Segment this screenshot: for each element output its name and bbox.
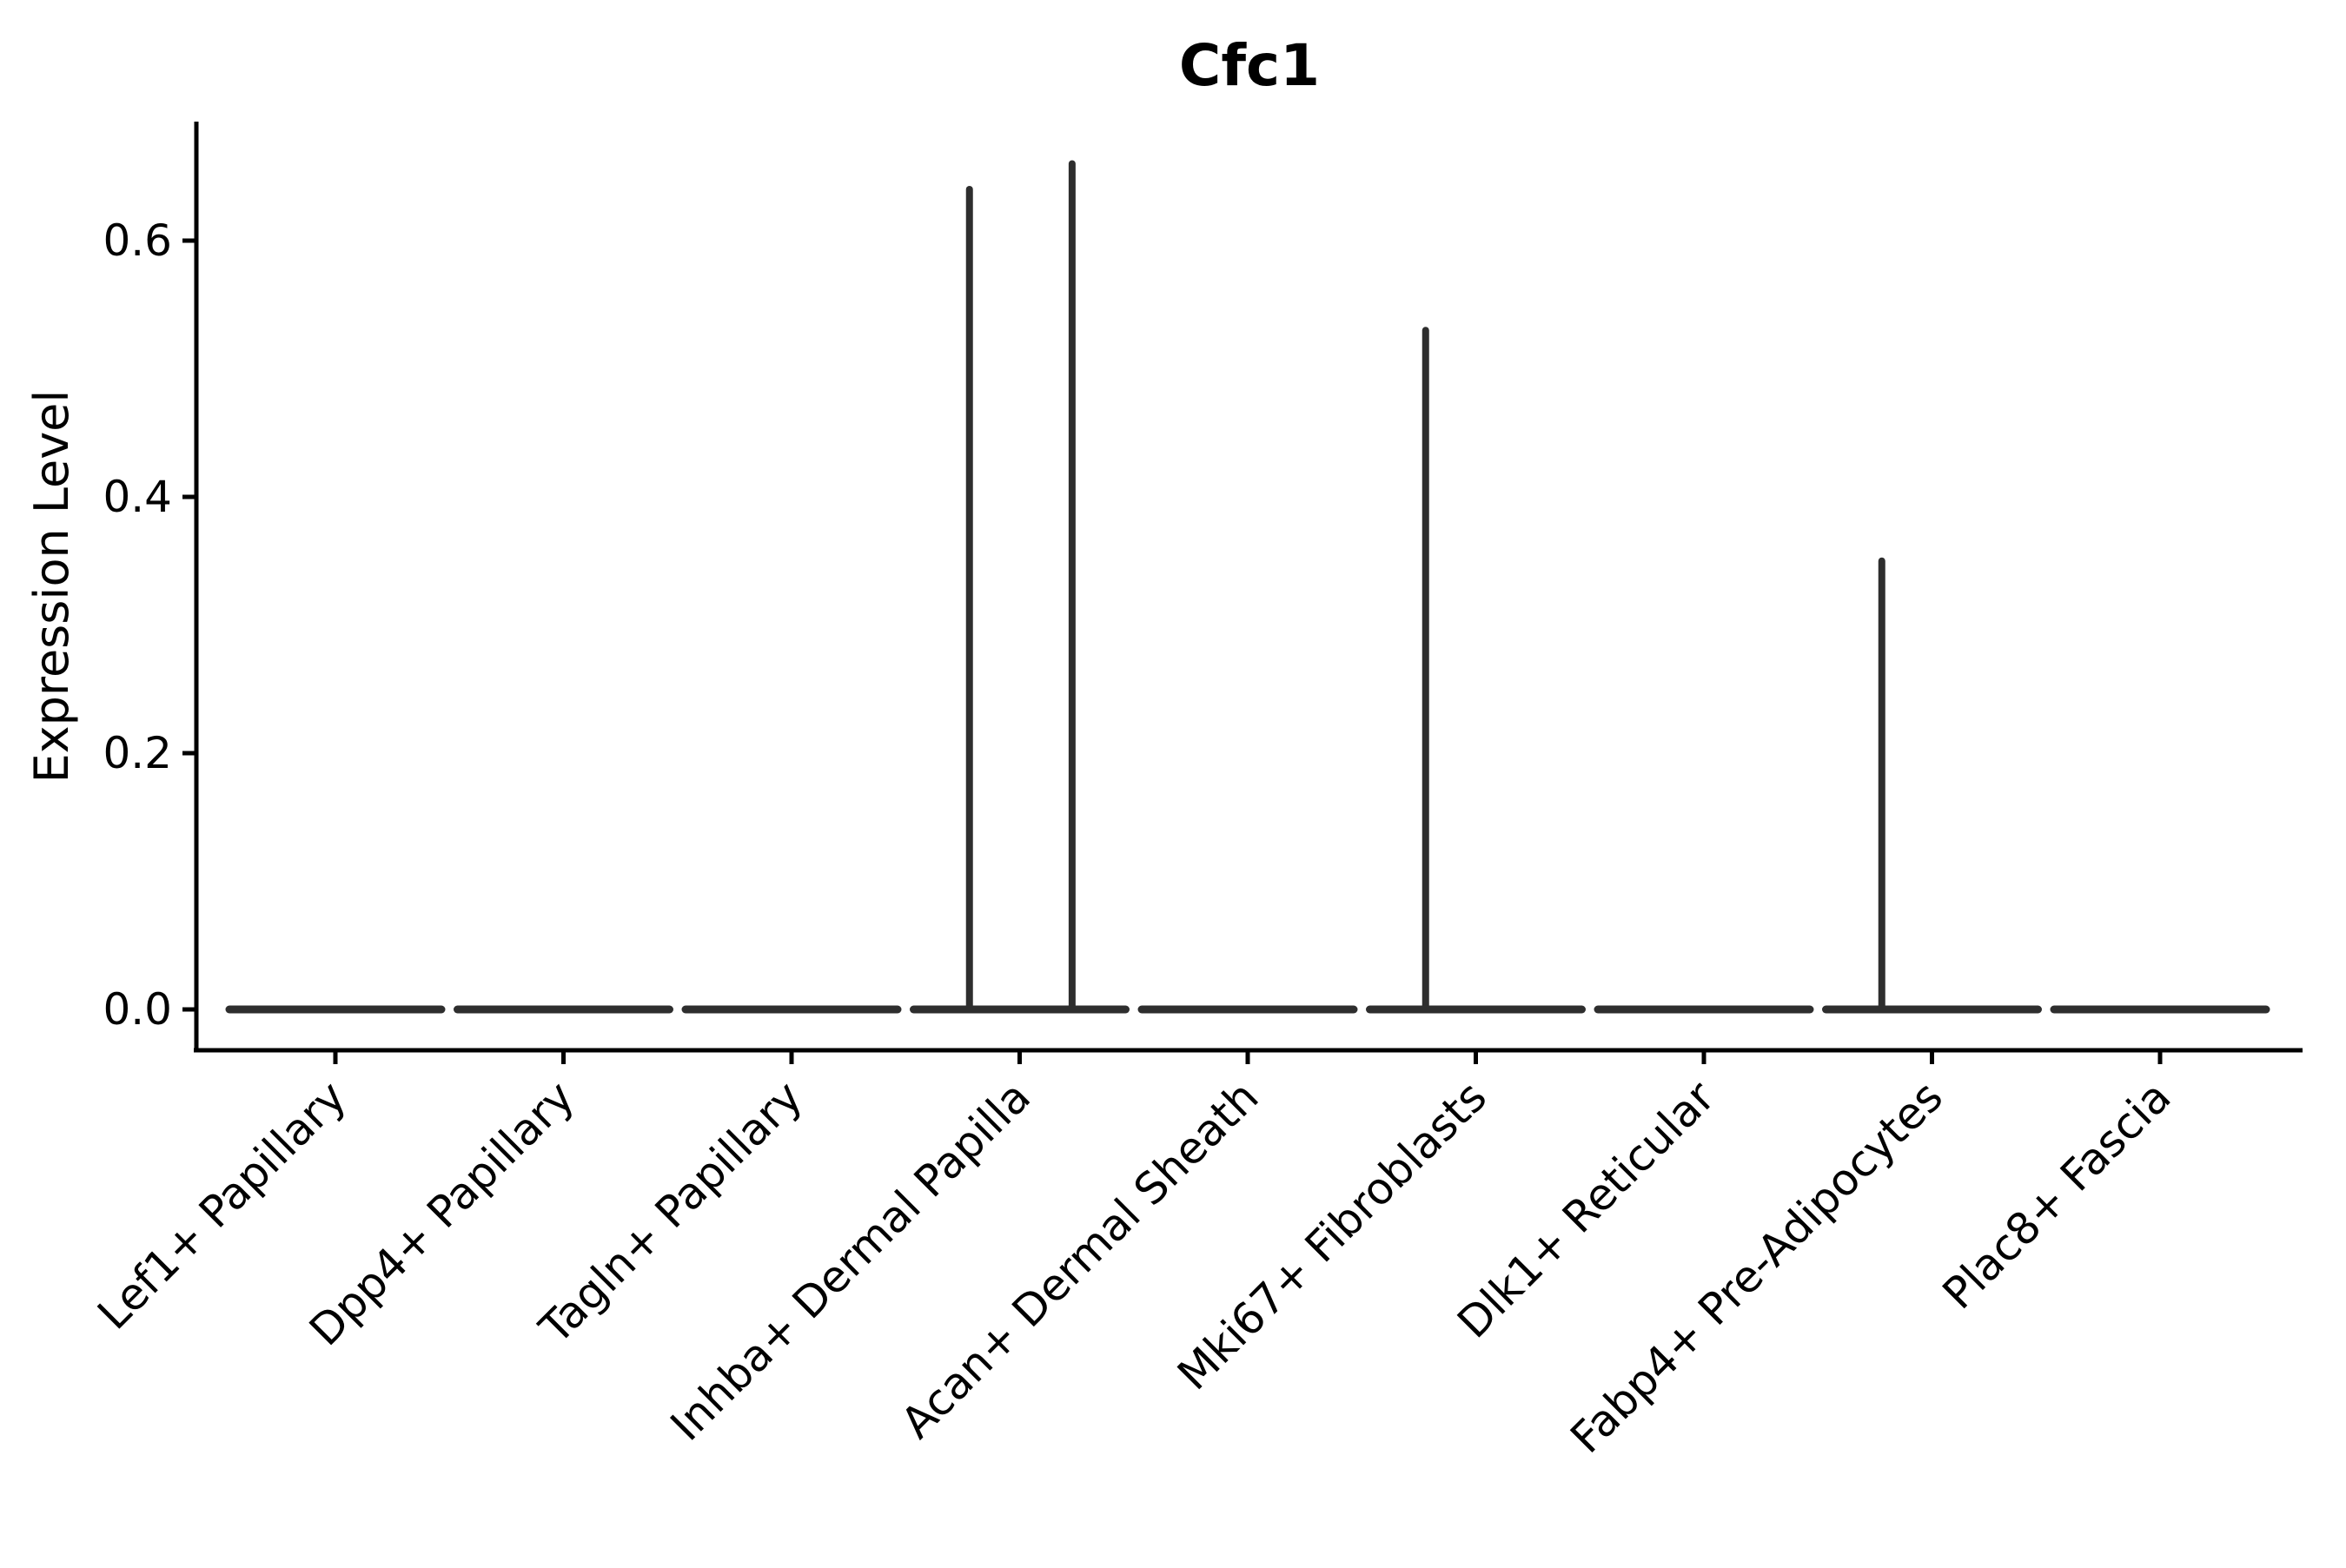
violin: [1366, 327, 1586, 1014]
x-tick-label: Inhba+ Dermal Papilla: [661, 1071, 1040, 1450]
chart-title: Cfc1: [1179, 32, 1320, 99]
x-tick-label: Lef1+ Papillary: [88, 1071, 355, 1339]
x-tick-label: Plac8+ Fascia: [1933, 1071, 2181, 1319]
violins-group: [225, 160, 2270, 1014]
y-axis-label: Expression Level: [24, 390, 79, 784]
y-tick-label: 0.2: [103, 728, 172, 778]
y-tick-label: 0.4: [103, 472, 172, 522]
y-tick-label: 0.0: [103, 984, 172, 1035]
x-tick-label: Fabp4+ Pre-Adipocytes: [1561, 1071, 1952, 1463]
violin: [910, 160, 1130, 1014]
y-tick-label: 0.6: [103, 215, 172, 266]
y-axis-ticks: 0.0 0.2 0.4 0.6: [103, 215, 196, 1035]
violin: [1822, 557, 2042, 1014]
